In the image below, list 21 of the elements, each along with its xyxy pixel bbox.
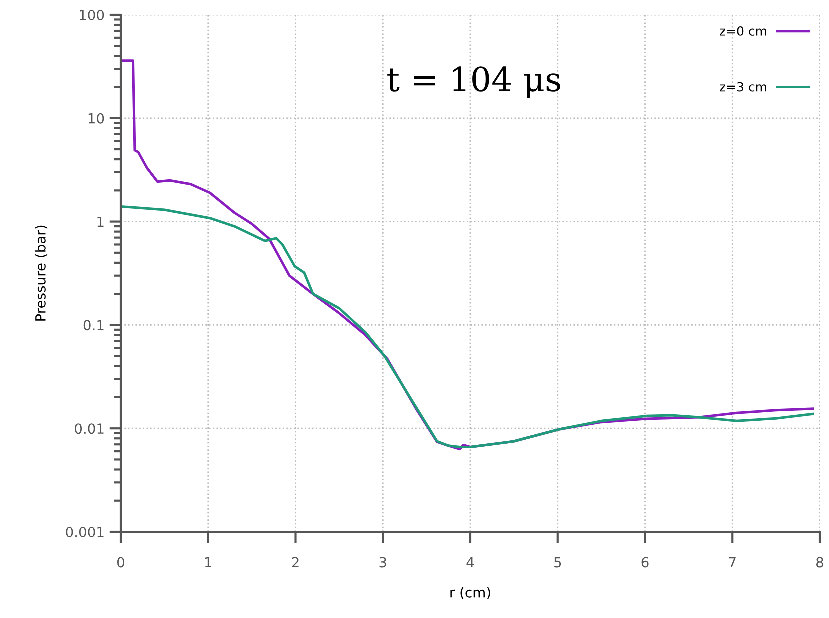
x-tick-label: 8 [816, 557, 824, 568]
x-axis-title: r (cm) [450, 587, 490, 600]
annotation: t = 104 μs [388, 66, 560, 98]
x-tick-label: 0 [117, 557, 124, 568]
x-tick-label: 2 [292, 557, 299, 568]
y-tick-label: 10 [88, 113, 104, 124]
y-tick-label: 0.001 [66, 526, 104, 538]
y-tick-label: 100 [80, 10, 104, 20]
x-tick-label: 6 [642, 557, 649, 568]
x-tick-label: 3 [380, 557, 386, 568]
y-tick-label: 1 [98, 216, 104, 228]
x-tick-label: 4 [466, 557, 474, 568]
line-series [121, 205, 814, 449]
x-tick-label: 1 [205, 557, 212, 568]
y-tick-label: 0.01 [75, 424, 104, 434]
y-axis-title: Pressure (bar) [35, 226, 48, 321]
legend-label: z=3 cm [720, 82, 766, 92]
x-tick-label: 7 [729, 557, 736, 568]
y-tick-label: 0.1 [84, 320, 104, 331]
x-tick-label: 5 [554, 557, 562, 568]
legend-label: z=0 cm [720, 26, 766, 36]
